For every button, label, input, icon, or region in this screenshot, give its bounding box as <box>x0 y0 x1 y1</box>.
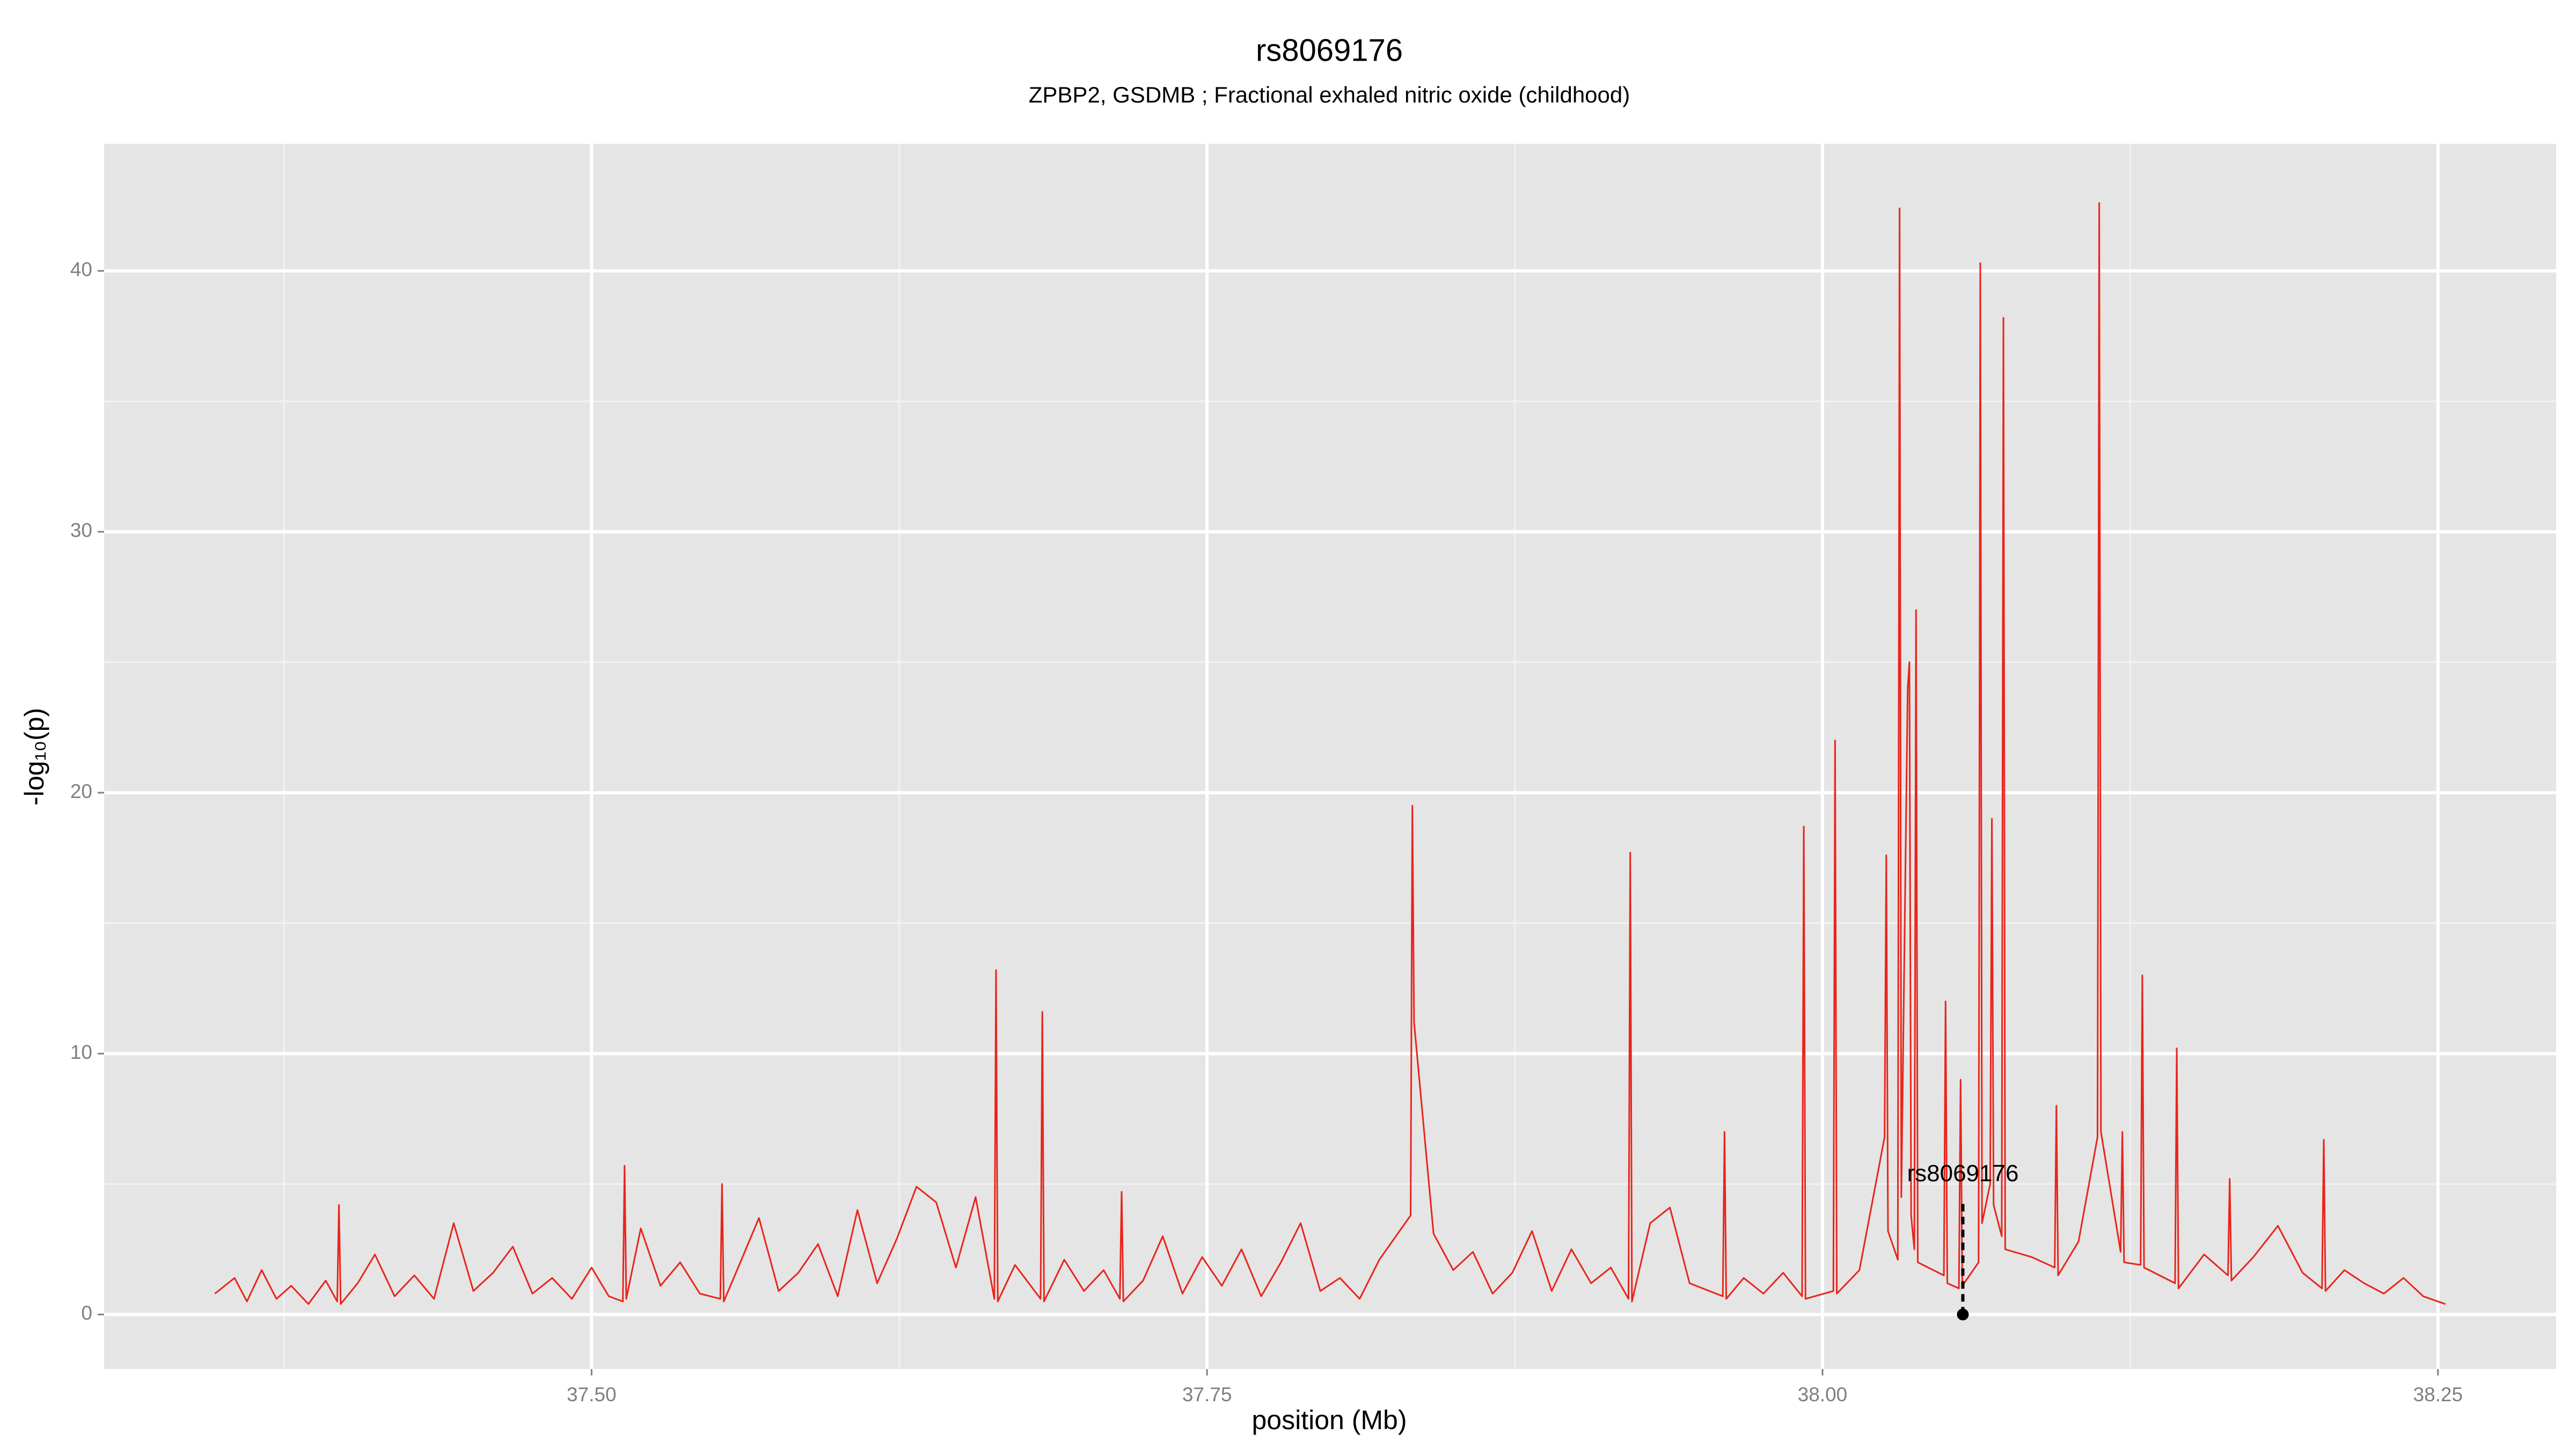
data-line <box>214 202 2446 1305</box>
chart-title: rs8069176 <box>1256 33 1403 68</box>
x-tick-label: 38.00 <box>1798 1384 1848 1406</box>
x-tick-label: 38.25 <box>2413 1384 2463 1406</box>
y-axis-label: -log₁₀(p) <box>19 708 49 806</box>
x-tick-label: 37.50 <box>567 1384 617 1406</box>
x-axis-label: position (Mb) <box>1252 1405 1407 1435</box>
y-tick-label: 10 <box>70 1041 92 1063</box>
y-tick-label: 0 <box>81 1302 92 1324</box>
y-tick-label: 40 <box>70 259 92 281</box>
y-tick-label: 20 <box>70 780 92 802</box>
x-tick-label: 37.75 <box>1182 1384 1232 1406</box>
annotation-point <box>1957 1308 1969 1321</box>
chart-subtitle: ZPBP2, GSDMB ; Fractional exhaled nitric… <box>1029 82 1630 107</box>
plot-panel <box>104 144 2556 1369</box>
annotation-label: rs8069176 <box>1907 1160 2018 1187</box>
y-tick-label: 30 <box>70 519 92 541</box>
